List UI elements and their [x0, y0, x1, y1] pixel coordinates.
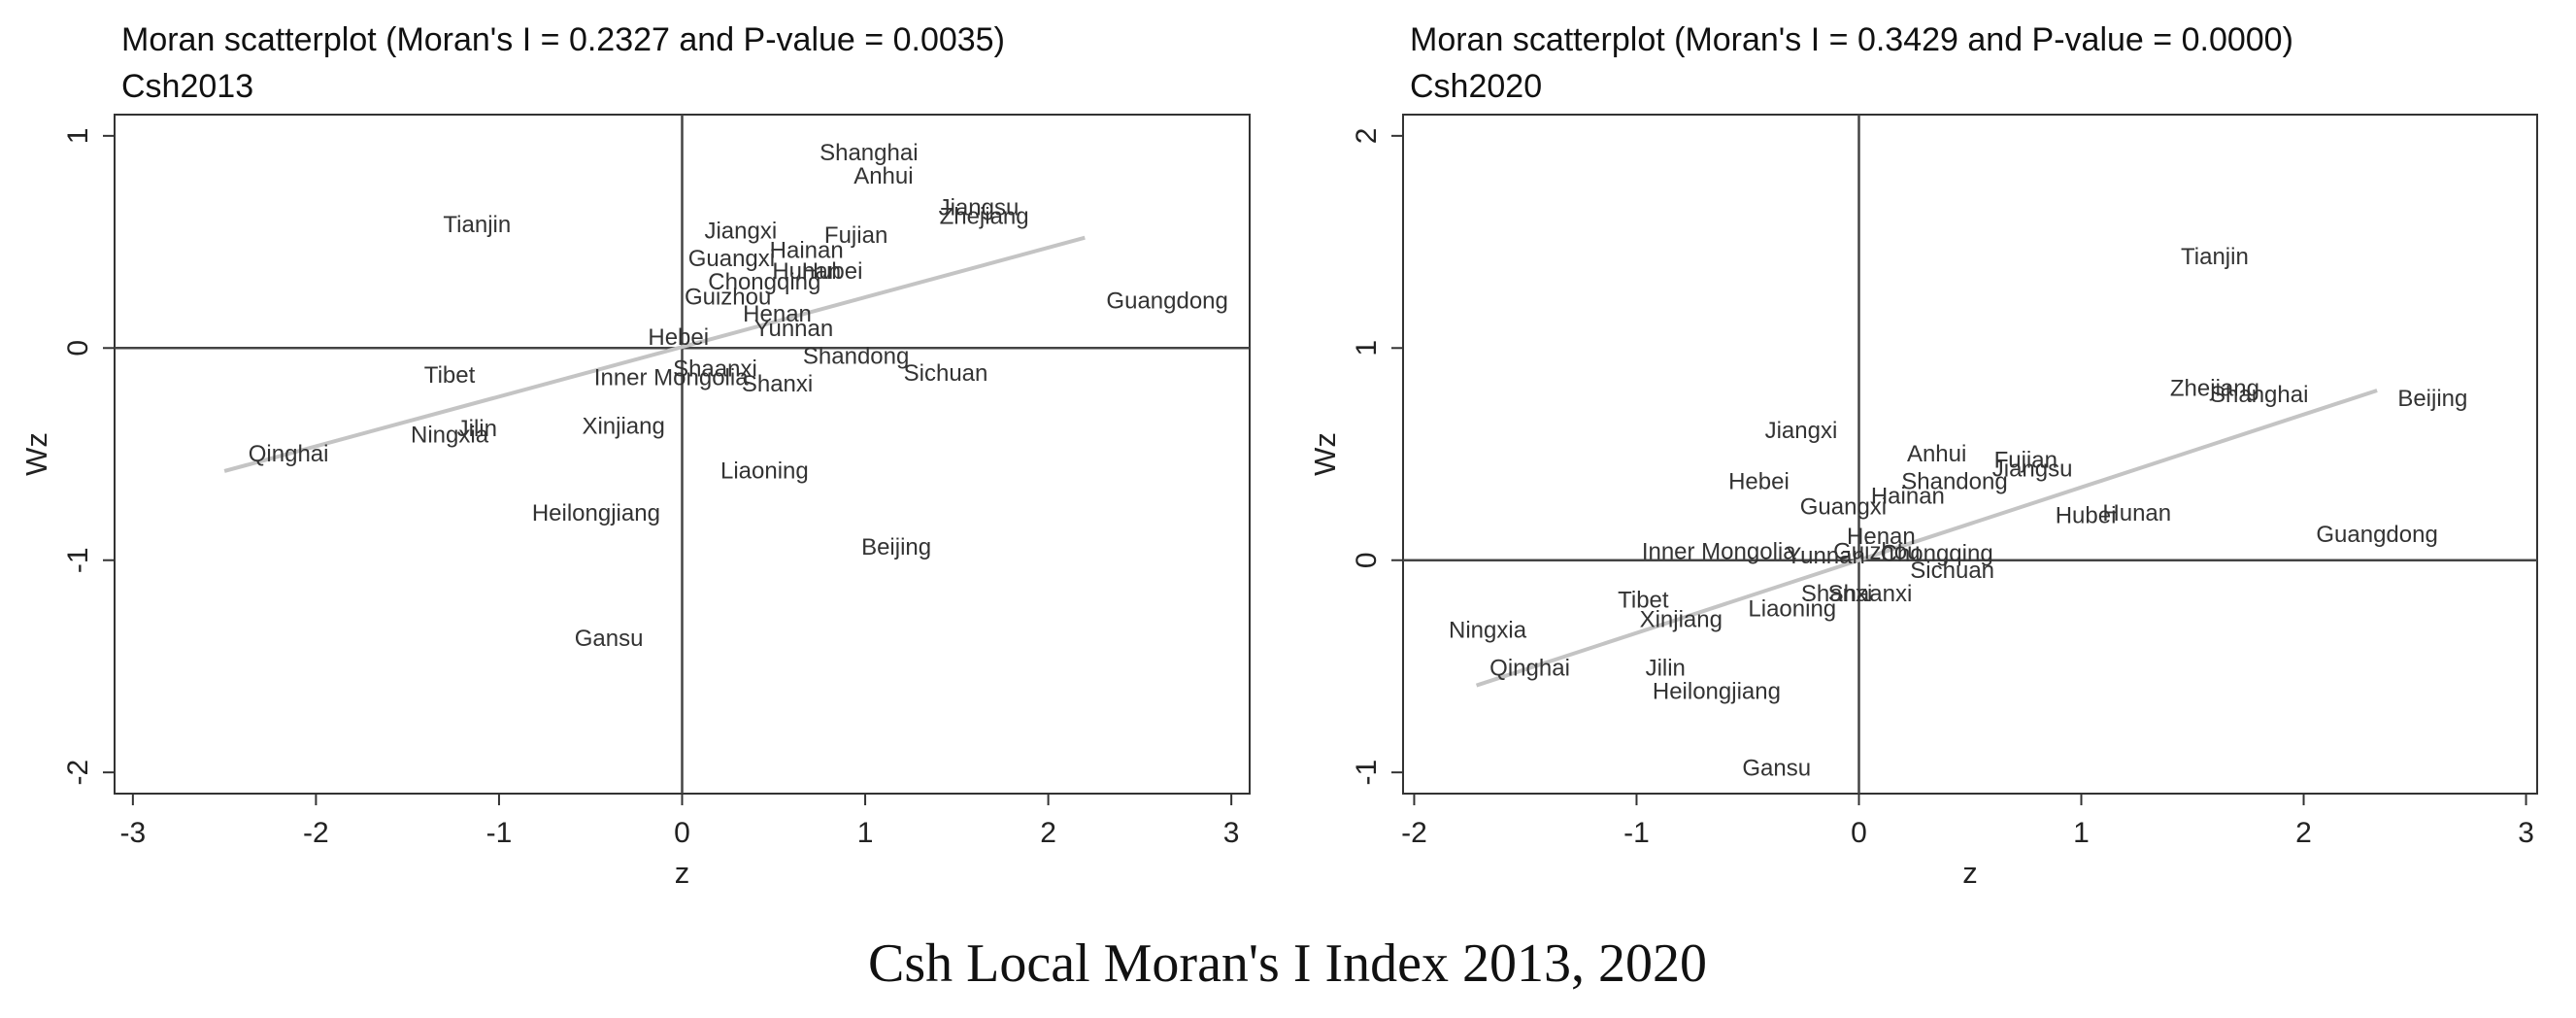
- point-label: Shaanxi: [1828, 581, 1913, 607]
- point-label: Hubei: [802, 258, 863, 285]
- point-label: Xinjiang: [582, 414, 664, 440]
- point-label: Guangxi: [688, 246, 775, 272]
- x-tick-label: -2: [303, 817, 329, 849]
- point-label: Shanxi: [742, 371, 813, 397]
- figure-caption: Csh Local Moran's I Index 2013, 2020: [868, 933, 1707, 994]
- point-label: Ningxia: [1449, 617, 1527, 643]
- point-label: Heilongjiang: [1653, 679, 1781, 705]
- x-tick-label: -1: [486, 817, 513, 849]
- x-tick-label: 2: [2295, 817, 2312, 849]
- point-label: Jiangsu: [1992, 456, 2073, 482]
- point-label: Jilin: [1646, 656, 1686, 682]
- y-tick-label: 1: [1351, 340, 1383, 356]
- point-label: Shanghai: [820, 140, 918, 166]
- point-label: Inner Mongolia: [1642, 538, 1796, 564]
- chart-title: Moran scatterplot (Moran's I = 0.3429 an…: [1410, 21, 2293, 58]
- point-label: Hebei: [648, 324, 709, 351]
- point-label: Sichuan: [904, 360, 988, 387]
- x-tick-label: 1: [857, 817, 874, 849]
- point-label: Jilin: [457, 416, 497, 442]
- point-label: Hubei: [2056, 502, 2117, 528]
- point-label: Beijing: [861, 534, 931, 560]
- fit-line: [1475, 389, 2378, 688]
- point-label: Zhejiang: [2170, 375, 2259, 401]
- x-tick-label: -3: [120, 817, 147, 849]
- point-label: Tibet: [1618, 588, 1669, 614]
- point-label: Fujian: [1994, 448, 2057, 474]
- point-label: Tibet: [424, 362, 476, 389]
- point-label: Shanxi: [1801, 581, 1872, 607]
- x-tick-label: -1: [1623, 817, 1650, 849]
- point-label: Anhui: [1907, 441, 1966, 467]
- y-axis-label: Wz: [19, 432, 53, 476]
- point-label: Inner Mongolia: [594, 364, 749, 390]
- point-label: Guangdong: [1106, 288, 1227, 315]
- point-label: Anhui: [853, 163, 913, 189]
- x-tick-label: 3: [2518, 817, 2534, 849]
- x-tick-label: 0: [674, 817, 690, 849]
- scatter-panel-2013: Moran scatterplot (Moran's I = 0.2327 an…: [19, 21, 1251, 890]
- y-tick-label: 2: [1351, 128, 1383, 145]
- scatter-panel-2020: Moran scatterplot (Moran's I = 0.3429 an…: [1308, 21, 2538, 890]
- y-axis-label: Wz: [1308, 432, 1342, 476]
- plot-frame: [1402, 114, 2538, 795]
- x-tick-label: 3: [1223, 817, 1240, 849]
- point-label: Shandong: [803, 344, 909, 370]
- y-tick-label: -1: [1351, 760, 1383, 786]
- x-axis-label: z: [675, 856, 690, 890]
- x-tick-label: -2: [1401, 817, 1427, 849]
- point-label: Guangdong: [2316, 522, 2437, 548]
- point-label: Fujian: [824, 222, 887, 249]
- point-label: Guizhou: [1833, 538, 1920, 564]
- y-tick-label: 0: [62, 340, 94, 356]
- chart-title: Moran scatterplot (Moran's I = 0.2327 an…: [121, 21, 1005, 58]
- point-label: Chongqing: [708, 269, 820, 295]
- chart-subtitle: Csh2020: [1410, 68, 1542, 105]
- x-tick-label: 2: [1040, 817, 1056, 849]
- point-label: Ningxia: [411, 422, 489, 448]
- point-label: Henan: [1847, 524, 1916, 550]
- point-label: Hebei: [1728, 468, 1790, 494]
- point-label: Hainan: [770, 237, 844, 263]
- point-label: Zhejiang: [940, 203, 1029, 229]
- point-label: Yunnan: [754, 316, 833, 342]
- point-label: Hainan: [1871, 484, 1945, 510]
- point-label: Xinjiang: [1640, 606, 1723, 632]
- point-label: Gansu: [1742, 755, 1811, 781]
- point-label: Guizhou: [685, 284, 771, 310]
- point-label: Jiangxi: [704, 219, 777, 245]
- point-label: Tianjin: [2181, 244, 2249, 270]
- point-label: Shanghai: [2210, 382, 2308, 408]
- point-label: Henan: [743, 301, 812, 327]
- y-tick-label: -1: [62, 547, 94, 573]
- point-label: Jiangxi: [1765, 418, 1838, 444]
- point-label: Liaoning: [720, 458, 809, 484]
- point-label: Shaanxi: [673, 356, 757, 383]
- point-label: Chongqing: [1881, 541, 1993, 567]
- point-label: Jiangsu: [939, 195, 1020, 221]
- y-tick-label: 0: [1351, 552, 1383, 568]
- point-label: Gansu: [575, 626, 644, 652]
- point-label: Yunnan: [1786, 543, 1864, 569]
- chart-subtitle: Csh2013: [121, 68, 253, 105]
- x-tick-label: 1: [2073, 817, 2090, 849]
- point-label: Shandong: [1901, 468, 2007, 494]
- point-label: Sichuan: [1910, 558, 1994, 584]
- point-label: Qinghai: [249, 441, 329, 467]
- x-tick-label: 0: [1851, 817, 1867, 849]
- point-label: Liaoning: [1748, 595, 1836, 622]
- point-label: Tianjin: [443, 212, 511, 238]
- point-label: Beijing: [2397, 386, 2467, 412]
- point-label: Heilongjiang: [532, 500, 660, 526]
- fit-line: [223, 235, 1086, 473]
- y-tick-label: -2: [62, 760, 94, 786]
- point-label: Hunan: [2102, 500, 2171, 526]
- point-label: Hunan: [772, 258, 841, 285]
- y-tick-label: 1: [62, 128, 94, 145]
- point-label: Guangxi: [1800, 494, 1887, 521]
- x-axis-label: z: [1962, 856, 1978, 890]
- point-label: Qinghai: [1489, 656, 1570, 682]
